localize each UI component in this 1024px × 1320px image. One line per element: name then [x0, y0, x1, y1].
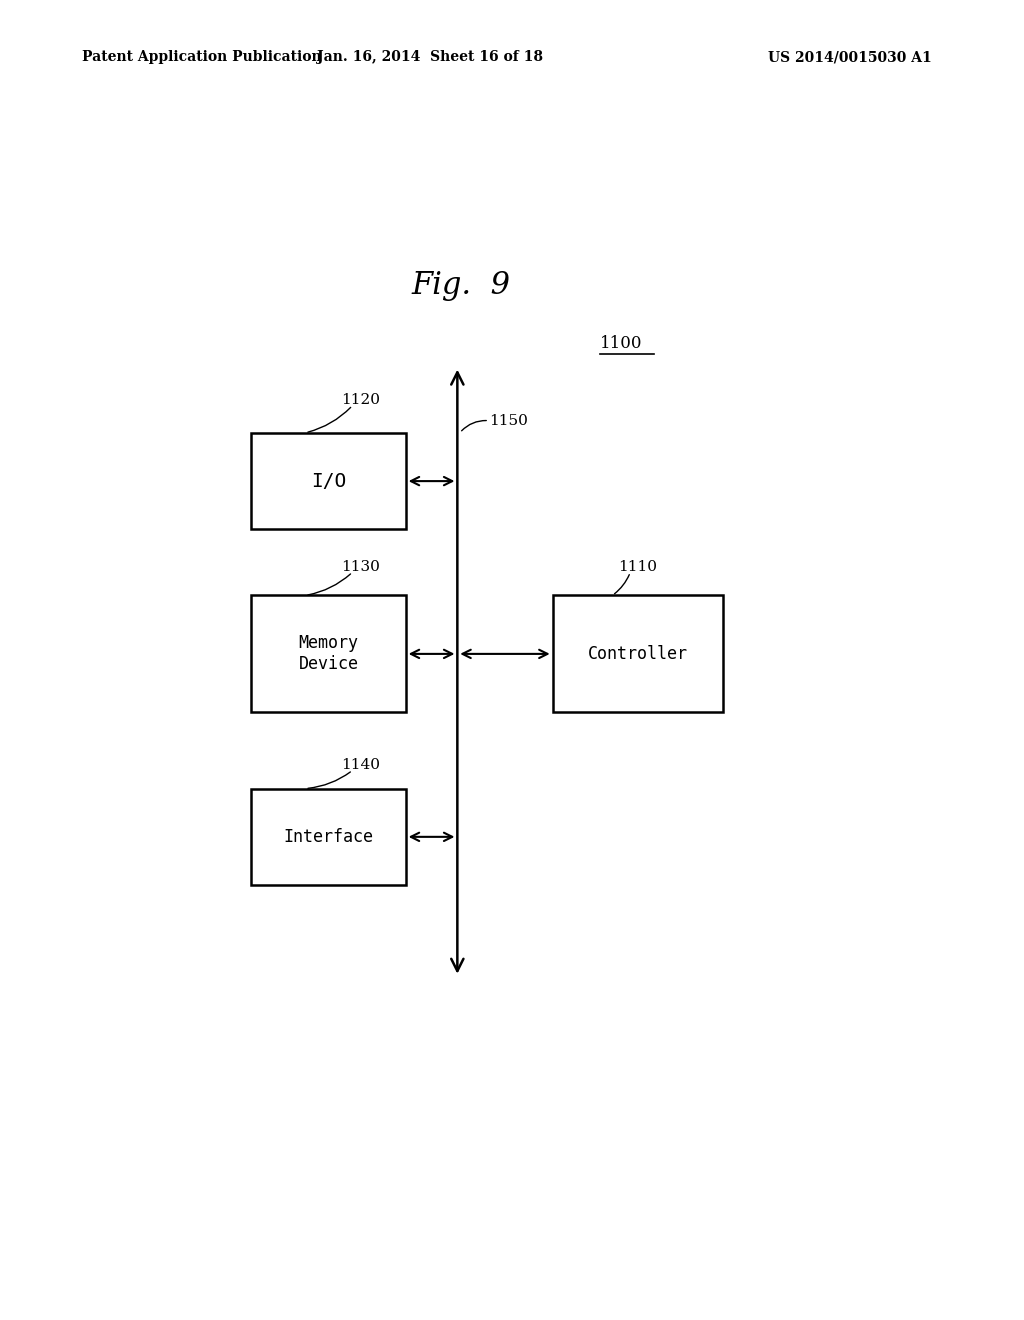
Text: Memory
Device: Memory Device [298, 635, 358, 673]
Text: 1150: 1150 [489, 413, 528, 428]
Text: 1130: 1130 [341, 560, 380, 574]
Text: 1110: 1110 [618, 560, 657, 574]
Text: US 2014/0015030 A1: US 2014/0015030 A1 [768, 50, 932, 65]
FancyBboxPatch shape [251, 595, 406, 713]
FancyBboxPatch shape [251, 788, 406, 886]
Text: Controller: Controller [588, 645, 688, 663]
Text: Fig.  9: Fig. 9 [412, 271, 511, 301]
Text: 1120: 1120 [341, 393, 380, 408]
Text: 1140: 1140 [341, 758, 380, 772]
FancyBboxPatch shape [553, 595, 723, 713]
Text: Patent Application Publication: Patent Application Publication [82, 50, 322, 65]
Text: Jan. 16, 2014  Sheet 16 of 18: Jan. 16, 2014 Sheet 16 of 18 [317, 50, 543, 65]
Text: I/O: I/O [310, 471, 346, 491]
Text: 1100: 1100 [600, 334, 643, 351]
Text: Interface: Interface [284, 828, 374, 846]
FancyBboxPatch shape [251, 433, 406, 529]
